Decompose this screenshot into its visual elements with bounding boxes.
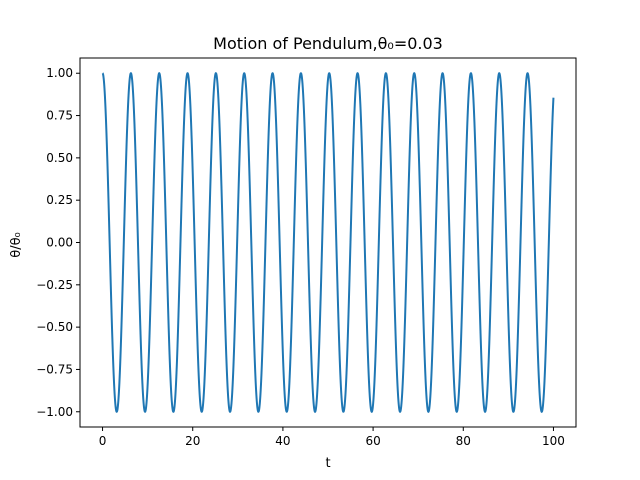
y-tick-label: −1.00 [36, 405, 73, 419]
x-axis-label: t [325, 456, 330, 471]
series-line-0 [101, 72, 555, 413]
x-tick-label: 80 [456, 434, 471, 448]
plot-frame [79, 57, 577, 428]
y-tick-label: 0.25 [46, 193, 73, 207]
x-axis-ticks: 0 20 40 60 80 100 [99, 427, 565, 448]
x-tick-label: 20 [185, 434, 200, 448]
y-tick-label: 0.75 [46, 109, 73, 123]
x-tick-label: 100 [542, 434, 565, 448]
y-tick-label: 0.50 [46, 151, 73, 165]
x-tick-label: 40 [275, 434, 290, 448]
y-axis-ticks: 1.00 0.75 0.50 0.25 0.00 −0.25 −0.50 −0.75 −1.00 [36, 66, 80, 419]
x-tick-label: 60 [365, 434, 380, 448]
chart-title: Motion of Pendulum,θ₀=0.03 [213, 34, 443, 53]
y-tick-label: −0.75 [36, 362, 73, 376]
y-tick-label: 0.00 [46, 236, 73, 250]
y-axis-label: θ/θ₀ [9, 232, 24, 258]
y-tick-label: 1.00 [46, 66, 73, 80]
y-tick-label: −0.50 [36, 320, 73, 334]
x-tick-label: 0 [99, 434, 107, 448]
plot-area [101, 72, 555, 413]
y-tick-label: −0.25 [36, 278, 73, 292]
